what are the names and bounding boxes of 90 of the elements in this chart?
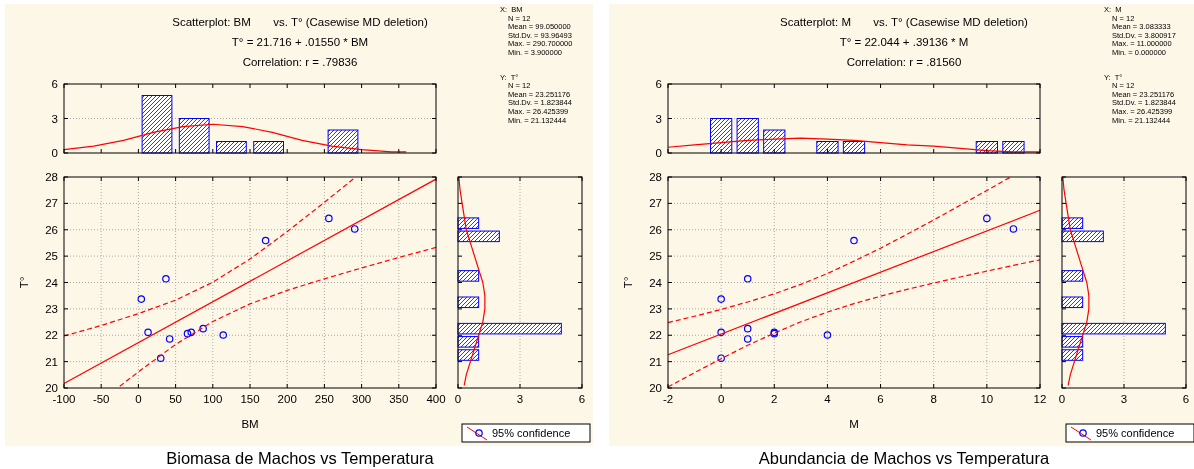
x-tick-label: -50: [92, 393, 110, 405]
y-tick-label: 6: [51, 78, 58, 90]
x-tick-label: 3: [516, 393, 524, 405]
text: Correlation: r = .79836: [242, 56, 358, 68]
y-tick-label: 25: [649, 250, 662, 263]
point: [144, 328, 152, 337]
y-tick-label: 23: [45, 302, 58, 315]
y-tick-label: 0: [655, 147, 662, 159]
x-tick-label: 150: [240, 393, 260, 405]
point: [743, 335, 752, 343]
point: [350, 225, 359, 233]
y-axis-title: T°: [18, 276, 30, 289]
y-tick-label: 28: [649, 171, 662, 183]
y-tick-label: 20: [45, 382, 58, 394]
chart-subtitle: T° = 22.044 + .39136 * M: [839, 36, 969, 48]
point: [219, 331, 228, 339]
line-series: [119, 246, 437, 387]
y-tick-label: 20: [649, 382, 662, 394]
y-tick-label: 21: [649, 355, 662, 368]
x-tick-label: 350: [389, 393, 409, 405]
point: [162, 275, 170, 283]
y-tick-label: 28: [45, 171, 58, 183]
x-tick-label: 200: [277, 393, 297, 405]
x-tick-label: 8: [930, 393, 937, 405]
point: [983, 214, 991, 223]
x-tick-label: 300: [352, 393, 372, 405]
x-tick-label: 2: [771, 393, 778, 405]
y-tick-label: 22: [45, 329, 58, 342]
point: [743, 324, 752, 333]
y-tick-label: 21: [45, 355, 58, 368]
y-tick-label: 0: [51, 147, 58, 159]
point: [717, 295, 725, 303]
point: [183, 329, 192, 338]
x-tick-label: 100: [203, 393, 223, 405]
point: [1009, 225, 1018, 233]
x-tick-label: 6: [1182, 393, 1190, 405]
legend-label: 95% confidence: [1096, 427, 1175, 439]
x-tick-label: 400: [426, 393, 446, 405]
y-tick-label: 3: [655, 112, 662, 125]
y-tick-label: 3: [51, 112, 58, 125]
point: [261, 236, 270, 245]
text: Abundancia de Machos vs Temperatura: [758, 449, 1051, 467]
point: [850, 236, 858, 245]
legend-label: 95% confidence: [492, 427, 571, 439]
y-tick-label: 24: [649, 276, 663, 289]
line-series: [667, 137, 1041, 153]
x-tick-label: 4: [824, 393, 832, 405]
point: [137, 295, 146, 303]
x-tick-label: -2: [662, 393, 674, 405]
point: [823, 331, 832, 339]
chart-subtitle: T° = 21.716 + .01550 * BM: [231, 36, 369, 48]
y-tick-label: 6: [655, 78, 662, 90]
x-tick-label: 250: [314, 393, 334, 405]
y-tick-label: 23: [649, 302, 662, 315]
text: Correlation: r = .81560: [846, 56, 962, 68]
y-tick-label: 24: [45, 276, 59, 289]
x-tick-label: 50: [169, 393, 182, 405]
y-tick-label: 27: [45, 197, 58, 210]
point: [165, 335, 174, 343]
point: [743, 275, 752, 283]
line-series: [667, 176, 1012, 324]
point: [325, 214, 333, 223]
x-tick-label: 10: [980, 393, 994, 405]
y-tick-label: 26: [649, 223, 662, 236]
point: [717, 328, 725, 337]
line-series: [63, 123, 407, 153]
line-series: [667, 259, 1041, 388]
point: [717, 354, 725, 362]
point: [156, 354, 165, 362]
x-axis-title: M: [849, 418, 859, 430]
x-tick-label: 0: [135, 393, 142, 405]
x-tick-label: 6: [877, 393, 884, 405]
x-tick-label: 0: [454, 393, 462, 405]
y-tick-label: 26: [45, 223, 58, 236]
chart-title: Scatterplot: BM vs. T° (Casewise MD deletion): [172, 16, 428, 28]
point: [199, 324, 207, 333]
y-tick-label: 22: [649, 329, 662, 342]
text: Biomasa de Machos vs Temperatura: [166, 449, 435, 467]
x-tick-label: -100: [52, 393, 76, 405]
x-tick-label: 12: [1033, 393, 1047, 405]
y-axis-title: T°: [622, 276, 634, 289]
x-tick-label: 0: [717, 393, 725, 405]
x-tick-label: 0: [1058, 393, 1066, 405]
x-tick-label: 6: [578, 393, 586, 405]
y-tick-label: 27: [649, 197, 662, 210]
x-axis-title: BM: [241, 418, 259, 430]
chart-title: Scatterplot: M vs. T° (Casewise MD deletion): [780, 16, 1029, 28]
point: [187, 328, 196, 337]
x-tick-label: 3: [1120, 393, 1128, 405]
y-tick-label: 25: [45, 250, 58, 263]
